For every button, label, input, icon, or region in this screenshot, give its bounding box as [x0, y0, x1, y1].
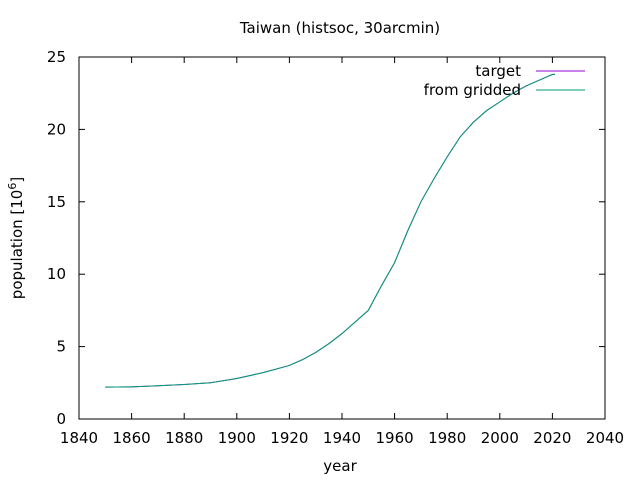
x-tick-label: 1980 — [428, 429, 466, 447]
legend: target from gridded — [424, 62, 585, 99]
y-tick-label: 5 — [56, 338, 66, 356]
y-tick-label: 0 — [56, 410, 66, 428]
y-tick-label: 25 — [47, 48, 66, 66]
y-axis-title: population [106] — [6, 177, 26, 299]
series-lines — [105, 73, 556, 388]
x-tick-label: 1940 — [323, 429, 361, 447]
x-tick-label: 1860 — [113, 429, 151, 447]
x-tick-label: 2040 — [586, 429, 624, 447]
plot-frame — [78, 56, 606, 420]
x-tick-label: 1840 — [60, 429, 98, 447]
y-tick-label: 15 — [47, 193, 66, 211]
series-line-target — [105, 73, 556, 388]
x-tick-label: 2000 — [481, 429, 519, 447]
legend-label-from-gridded: from gridded — [424, 81, 521, 99]
series-line-from-gridded — [105, 73, 556, 388]
x-tick-label: 2020 — [533, 429, 571, 447]
y-axis-title-text: population [10 — [8, 190, 26, 300]
legend-label-target: target — [475, 62, 521, 80]
y-tick-label: 10 — [47, 265, 66, 283]
chart-title: Taiwan (histsoc, 30arcmin) — [239, 19, 440, 37]
axis-ticks: 1840 1860 1880 1900 1920 1940 1960 1980 2000 2020… — [47, 48, 624, 447]
y-tick-label: 20 — [47, 120, 66, 138]
x-tick-label: 1880 — [165, 429, 203, 447]
y-axis-title-superscript: 6 — [6, 183, 19, 190]
x-tick-label: 1960 — [376, 429, 414, 447]
x-tick-label: 1900 — [218, 429, 256, 447]
x-axis-title: year — [323, 457, 357, 475]
x-tick-label: 1920 — [270, 429, 308, 447]
y-axis-title-close: ] — [8, 177, 26, 183]
